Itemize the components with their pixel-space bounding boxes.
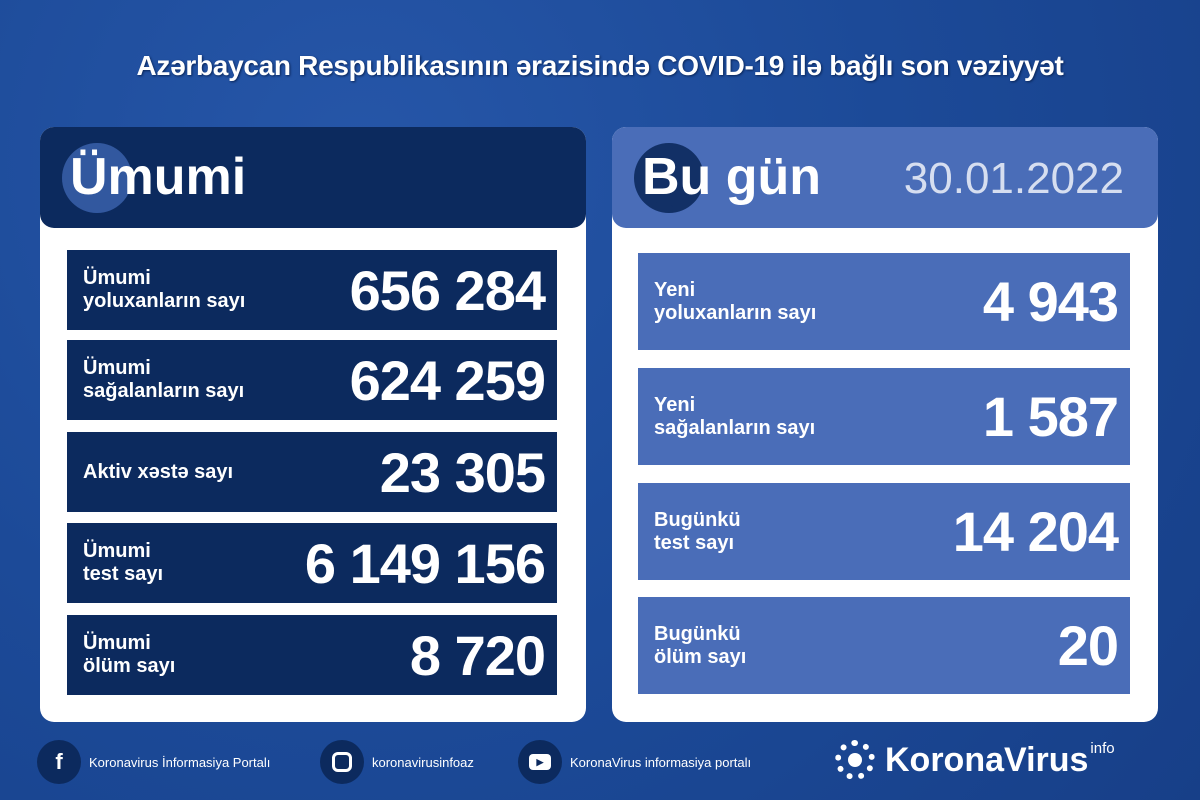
row-label-line1: Ümumi: [83, 357, 151, 379]
row-value: 8 720: [409, 623, 546, 687]
row-label: Ümumi ölüm sayı: [83, 632, 175, 678]
instagram-icon: [320, 740, 364, 784]
row-value: 20: [1057, 614, 1119, 677]
row-label: Aktiv xəstə sayı: [83, 461, 233, 484]
instagram-label: koronavirusinfoaz: [372, 754, 474, 770]
total-header-label: Ümumi: [70, 148, 247, 206]
today-row-cases: Yeni yoluxanların sayı 4 943: [638, 253, 1130, 350]
row-label-line2: yoluxanların sayı: [654, 301, 817, 324]
row-label-line1: Bugünkü: [654, 508, 741, 531]
row-label-line2: sağalanların sayı: [654, 416, 816, 439]
row-label-line2: yoluxanların sayı: [83, 290, 246, 312]
total-panel: Ümumi Ümumi yoluxanların sayı 656 284 Ümum…: [40, 127, 586, 722]
row-label: Ümumi sağalanların sayı: [83, 357, 244, 403]
koronavirus-logo: KoronaVirus info: [835, 740, 1115, 780]
virus-icon: [634, 143, 704, 213]
row-label-line1: Ümumi: [83, 540, 151, 562]
row-label: Ümumi yoluxanların sayı: [83, 267, 245, 313]
today-panel: Bu gün 30.01.2022 Yeni yoluxanların sayı 4…: [612, 127, 1158, 722]
row-label: Bugünkü test sayı: [654, 509, 741, 555]
youtube-label: KoronaVirus informasiya portalı: [570, 754, 752, 770]
row-label-line2: test sayı: [83, 563, 164, 585]
row-label-line1: Ümumi: [83, 267, 151, 289]
youtube-icon: ▶: [518, 740, 562, 784]
facebook-link[interactable]: f Koronavirus İnformasiya Portalı: [37, 740, 270, 784]
today-header-label: Bu gün: [642, 148, 822, 206]
row-label-line1: Yeni: [654, 393, 696, 416]
row-label: Bugünkü ölüm sayı: [654, 623, 746, 669]
row-label-line2: ölüm sayı: [83, 655, 176, 677]
row-value: 4 943: [982, 270, 1119, 333]
row-label-line1: Bugünkü: [654, 622, 741, 645]
row-label-line2: test sayı: [654, 531, 735, 554]
virus-icon: [62, 143, 132, 213]
row-value: 6 149 156: [304, 531, 546, 595]
row-label-line2: sağalanların sayı: [83, 380, 245, 402]
row-value: 23 305: [379, 440, 546, 504]
footer: f Koronavirus İnformasiya Portalı koronav…: [0, 740, 1200, 785]
today-row-recovered: Yeni sağalanların sayı 1 587: [638, 368, 1130, 465]
facebook-label: Koronavirus İnformasiya Portalı: [89, 754, 271, 770]
today-date: 30.01.2022: [903, 154, 1124, 203]
instagram-link[interactable]: koronavirusinfoaz: [320, 740, 474, 784]
row-label: Yeni yoluxanların sayı: [654, 279, 816, 325]
facebook-icon: f: [37, 740, 81, 784]
youtube-link[interactable]: ▶ KoronaVirus informasiya portalı: [518, 740, 751, 784]
today-row-tests: Bugünkü test sayı 14 204: [638, 483, 1130, 580]
total-row-tests: Ümumi test sayı 6 149 156: [67, 523, 557, 603]
row-value: 624 259: [349, 348, 546, 412]
brand-name: KoronaVirus: [885, 740, 1089, 779]
row-value: 14 204: [952, 500, 1119, 563]
row-label-line1: Aktiv xəstə sayı: [83, 460, 234, 483]
total-row-recovered: Ümumi sağalanların sayı 624 259: [67, 340, 557, 420]
today-row-deaths: Bugünkü ölüm sayı 20: [638, 597, 1130, 694]
row-label-line2: ölüm sayı: [654, 645, 747, 668]
sun-icon: [835, 740, 875, 780]
row-label-line1: Yeni: [654, 278, 696, 301]
row-value: 656 284: [349, 258, 546, 322]
total-row-active: Aktiv xəstə sayı 23 305: [67, 432, 557, 512]
today-header: Bu gün 30.01.2022: [612, 127, 1158, 228]
brand-sup: info: [1090, 740, 1115, 757]
total-row-deaths: Ümumi ölüm sayı 8 720: [67, 615, 557, 695]
total-row-cases: Ümumi yoluxanların sayı 656 284: [67, 250, 557, 330]
row-label: Ümumi test sayı: [83, 540, 163, 586]
row-label: Yeni sağalanların sayı: [654, 394, 815, 440]
page-title: Azərbaycan Respublikasının ərazisində CO…: [136, 50, 1064, 81]
row-value: 1 587: [982, 385, 1119, 448]
row-label-line1: Ümumi: [83, 632, 151, 654]
total-header: Ümumi: [40, 127, 586, 228]
